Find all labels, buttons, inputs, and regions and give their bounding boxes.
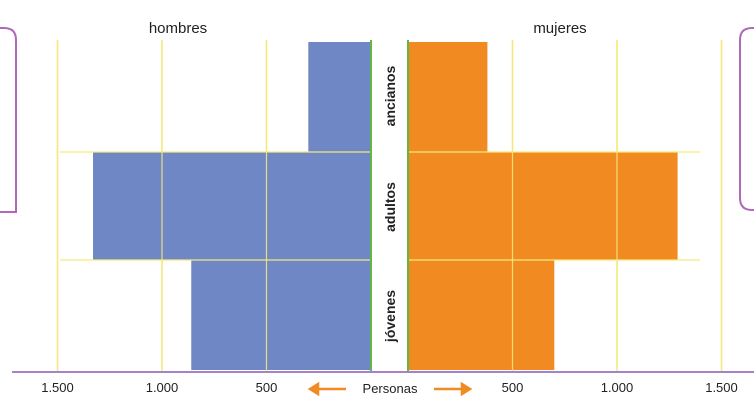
tick-label-left-500: 500 — [256, 380, 278, 395]
x-axis-label-group: Personas — [307, 381, 473, 396]
category-label-jovenes: jóvenes — [382, 290, 398, 343]
bar-mujeres-ancianos — [408, 42, 488, 152]
right-frame-decoration — [739, 27, 754, 211]
tick-label-left-1500: 1.500 — [41, 380, 74, 395]
tick-label-left-1000: 1.000 — [146, 380, 179, 395]
bar-hombres-adultos — [93, 152, 371, 260]
category-label-ancianos: ancianos — [382, 65, 398, 126]
tick-label-right-500: 500 — [502, 380, 524, 395]
x-axis-label: Personas — [363, 381, 418, 396]
tick-label-right-1500: 1.500 — [705, 380, 738, 395]
arrow-left-icon — [307, 381, 346, 396]
bars — [56, 40, 723, 372]
bar-hombres-jóvenes — [191, 260, 371, 370]
tick-labels: 500 500 1.000 1.000 1.500 1.500 — [41, 380, 738, 395]
category-label-adultos: adultos — [382, 182, 398, 232]
tick-label-right-1000: 1.000 — [601, 380, 634, 395]
arrow-right-icon — [434, 381, 473, 396]
bar-mujeres-adultos — [408, 152, 678, 260]
left-frame-decoration — [0, 27, 17, 213]
series-title-mujeres: mujeres — [533, 20, 586, 37]
bar-mujeres-jóvenes — [408, 260, 555, 370]
bar-hombres-ancianos — [308, 42, 371, 152]
series-title-hombres: hombres — [149, 20, 207, 37]
